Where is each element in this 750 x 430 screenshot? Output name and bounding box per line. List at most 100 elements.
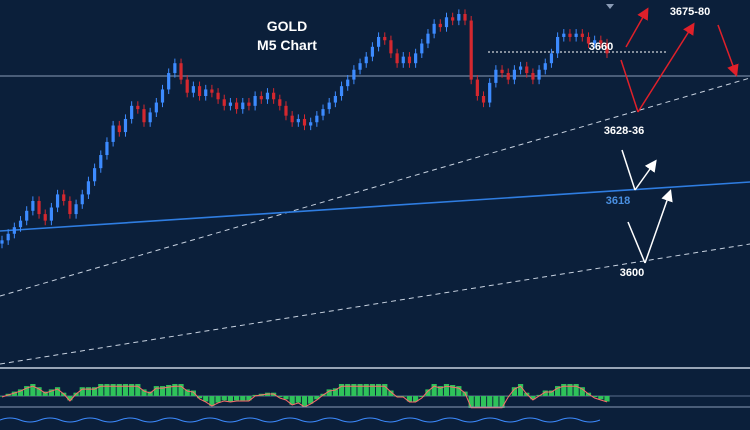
candle-body bbox=[43, 214, 47, 221]
oscillator-bar bbox=[548, 390, 555, 396]
candle-body bbox=[574, 33, 578, 37]
oscillator-bar bbox=[79, 387, 85, 396]
oscillator-bar bbox=[116, 384, 122, 396]
candle-body bbox=[241, 102, 245, 110]
candle-body bbox=[309, 122, 313, 126]
candle-body bbox=[80, 194, 84, 205]
candle-body bbox=[426, 33, 430, 44]
candle-body bbox=[549, 53, 554, 64]
candle-body bbox=[395, 53, 399, 64]
candle-body bbox=[68, 200, 72, 215]
oscillator-bar bbox=[375, 384, 382, 396]
oscillator-bar bbox=[480, 396, 487, 408]
oscillator-bar bbox=[252, 394, 258, 396]
candle-body bbox=[111, 125, 115, 142]
candle-body bbox=[86, 181, 91, 195]
oscillator-bar bbox=[67, 396, 73, 401]
oscillator-bar bbox=[301, 396, 308, 407]
oscillator-bar bbox=[419, 396, 425, 398]
oscillator-bar bbox=[295, 396, 301, 403]
candle-body bbox=[160, 89, 165, 103]
oscillator-bar bbox=[456, 386, 462, 396]
oscillator-bar bbox=[499, 396, 505, 408]
candle-body bbox=[376, 36, 381, 47]
oscillator-bar bbox=[36, 387, 42, 396]
candle-body bbox=[130, 105, 134, 119]
oscillator-bar bbox=[400, 396, 406, 397]
oscillator-bar bbox=[92, 387, 98, 396]
candle-body bbox=[296, 118, 300, 123]
oscillator-bar bbox=[592, 396, 598, 398]
candle-body bbox=[339, 86, 344, 96]
oscillator-bar bbox=[240, 396, 246, 401]
candle-body bbox=[259, 96, 263, 100]
candle-body bbox=[154, 102, 158, 113]
oscillator-bar bbox=[141, 389, 147, 396]
oscillator-bar bbox=[178, 384, 184, 396]
oscillator-bar bbox=[338, 384, 345, 396]
candle-body bbox=[12, 227, 16, 234]
candle-body bbox=[197, 86, 202, 96]
candle-body bbox=[148, 112, 152, 123]
oscillator-bar bbox=[110, 384, 116, 396]
candle-body bbox=[302, 118, 307, 126]
oscillator-bar bbox=[0, 396, 5, 397]
oscillator-bar bbox=[425, 389, 431, 396]
candle-body bbox=[123, 118, 128, 133]
candle-body bbox=[62, 194, 66, 201]
candle-body bbox=[568, 33, 572, 37]
oscillator-bar bbox=[233, 396, 240, 401]
oscillator-bar bbox=[555, 386, 561, 396]
oscillator-bar bbox=[54, 387, 61, 396]
candle-body bbox=[444, 17, 449, 28]
candle-body bbox=[580, 33, 584, 37]
candle-body bbox=[494, 69, 498, 83]
oscillator-bar bbox=[283, 396, 289, 400]
candle-body bbox=[364, 56, 368, 64]
oscillator-bar bbox=[209, 396, 215, 406]
oscillator-bar bbox=[308, 396, 314, 404]
oscillator-bar bbox=[567, 384, 573, 396]
candle-body bbox=[383, 36, 387, 41]
arrow-up-from-3600 bbox=[644, 189, 673, 264]
chart-subtitle: M5 Chart bbox=[257, 37, 317, 53]
candle-body bbox=[117, 125, 121, 133]
candle-body bbox=[556, 36, 560, 54]
oscillator-bar bbox=[530, 396, 536, 400]
candle-body bbox=[512, 69, 516, 80]
oscillator-bar bbox=[104, 384, 110, 396]
label-3600: 3600 bbox=[620, 267, 644, 279]
candle-body bbox=[543, 63, 547, 70]
oscillator-bar bbox=[406, 396, 413, 402]
oscillator-bar bbox=[246, 396, 252, 401]
candle-body bbox=[321, 109, 325, 116]
candle-body bbox=[370, 46, 375, 57]
label-3675-80: 3675-80 bbox=[670, 6, 710, 18]
candle-body bbox=[25, 210, 29, 221]
oscillator-bar bbox=[85, 387, 92, 396]
candle-body bbox=[290, 115, 294, 123]
oscillator-bar bbox=[227, 396, 234, 402]
candle-body bbox=[0, 240, 4, 244]
candle-body bbox=[210, 89, 214, 93]
upper-trendline bbox=[0, 77, 750, 297]
oscillator-bar bbox=[326, 389, 332, 396]
arrow-up-from-3618 bbox=[634, 159, 657, 191]
oscillator-bar bbox=[17, 389, 24, 396]
candle-body bbox=[284, 105, 288, 116]
oscillator-bar bbox=[493, 396, 499, 408]
arrow-down-to-3628 bbox=[620, 59, 639, 113]
candlestick-series bbox=[0, 9, 609, 249]
candle-body bbox=[204, 89, 208, 96]
label-3628-36: 3628-36 bbox=[604, 125, 644, 137]
candle-body bbox=[537, 69, 541, 80]
candle-body bbox=[358, 63, 362, 70]
candle-body bbox=[432, 23, 436, 34]
candle-body bbox=[525, 66, 529, 74]
candle-body bbox=[457, 14, 461, 21]
candle-body bbox=[55, 194, 60, 208]
candle-body bbox=[420, 43, 424, 54]
candle-body bbox=[37, 200, 41, 215]
oscillator-bar bbox=[196, 396, 203, 399]
candle-body bbox=[179, 63, 183, 80]
